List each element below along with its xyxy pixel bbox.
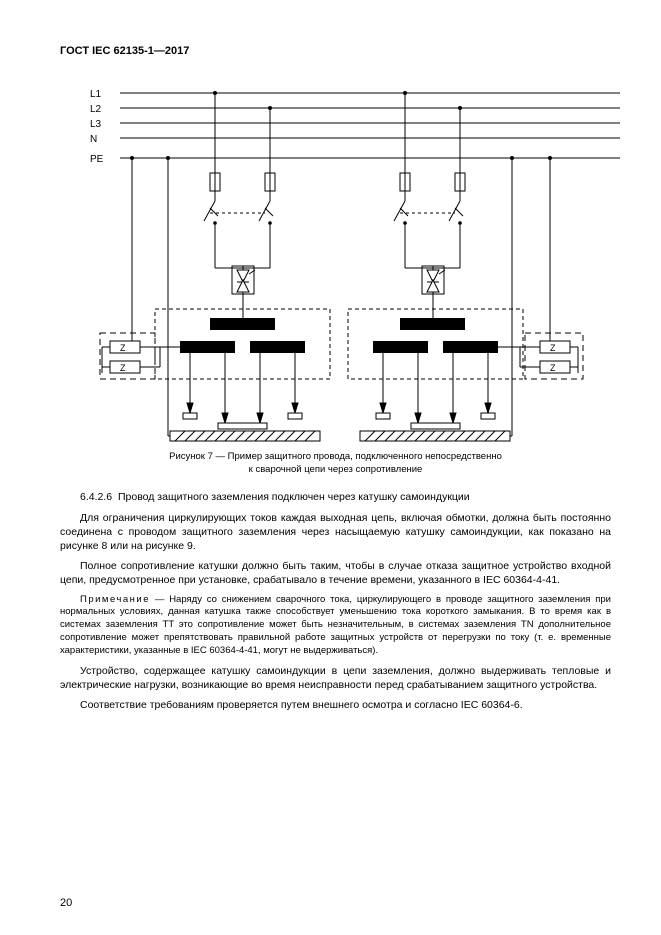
paragraph-1: Для ограничения циркулирующих токов кажд… xyxy=(60,511,611,554)
document-header: ГОСТ IEC 62135-1—2017 xyxy=(60,44,611,59)
impedance-label: Z xyxy=(550,343,556,353)
line-label-pe: PE xyxy=(90,154,104,165)
line-label-l1: L1 xyxy=(90,89,102,100)
paragraph-4: Соответствие требованиям проверяется пут… xyxy=(60,698,611,712)
note-label: Примечание xyxy=(80,594,150,605)
caption-line-2: к сварочной цепи через сопротивление xyxy=(249,464,423,475)
note-paragraph: Примечание — Наряду со снижением сварочн… xyxy=(60,594,611,658)
line-label-l2: L2 xyxy=(90,104,102,115)
impedance-label: Z xyxy=(120,363,126,373)
paragraph-2: Полное сопротивление катушки должно быть… xyxy=(60,559,611,587)
section-heading: 6.4.2.6 Провод защитного заземления подк… xyxy=(60,490,611,504)
section-number: 6.4.2.6 xyxy=(80,491,112,503)
section-title: Провод защитного заземления подключен че… xyxy=(118,491,470,503)
paragraph-3: Устройство, содержащее катушку самоиндук… xyxy=(60,664,611,692)
wiring-diagram: L1 L2 L3 N PE xyxy=(60,73,620,443)
figure-caption: Рисунок 7 — Пример защитного провода, по… xyxy=(60,451,611,477)
impedance-label: Z xyxy=(120,343,126,353)
impedance-label: Z xyxy=(550,363,556,373)
line-label-n: N xyxy=(90,134,97,145)
line-label-l3: L3 xyxy=(90,119,102,130)
page-number: 20 xyxy=(60,896,72,911)
caption-line-1: Рисунок 7 — Пример защитного провода, по… xyxy=(169,451,502,462)
